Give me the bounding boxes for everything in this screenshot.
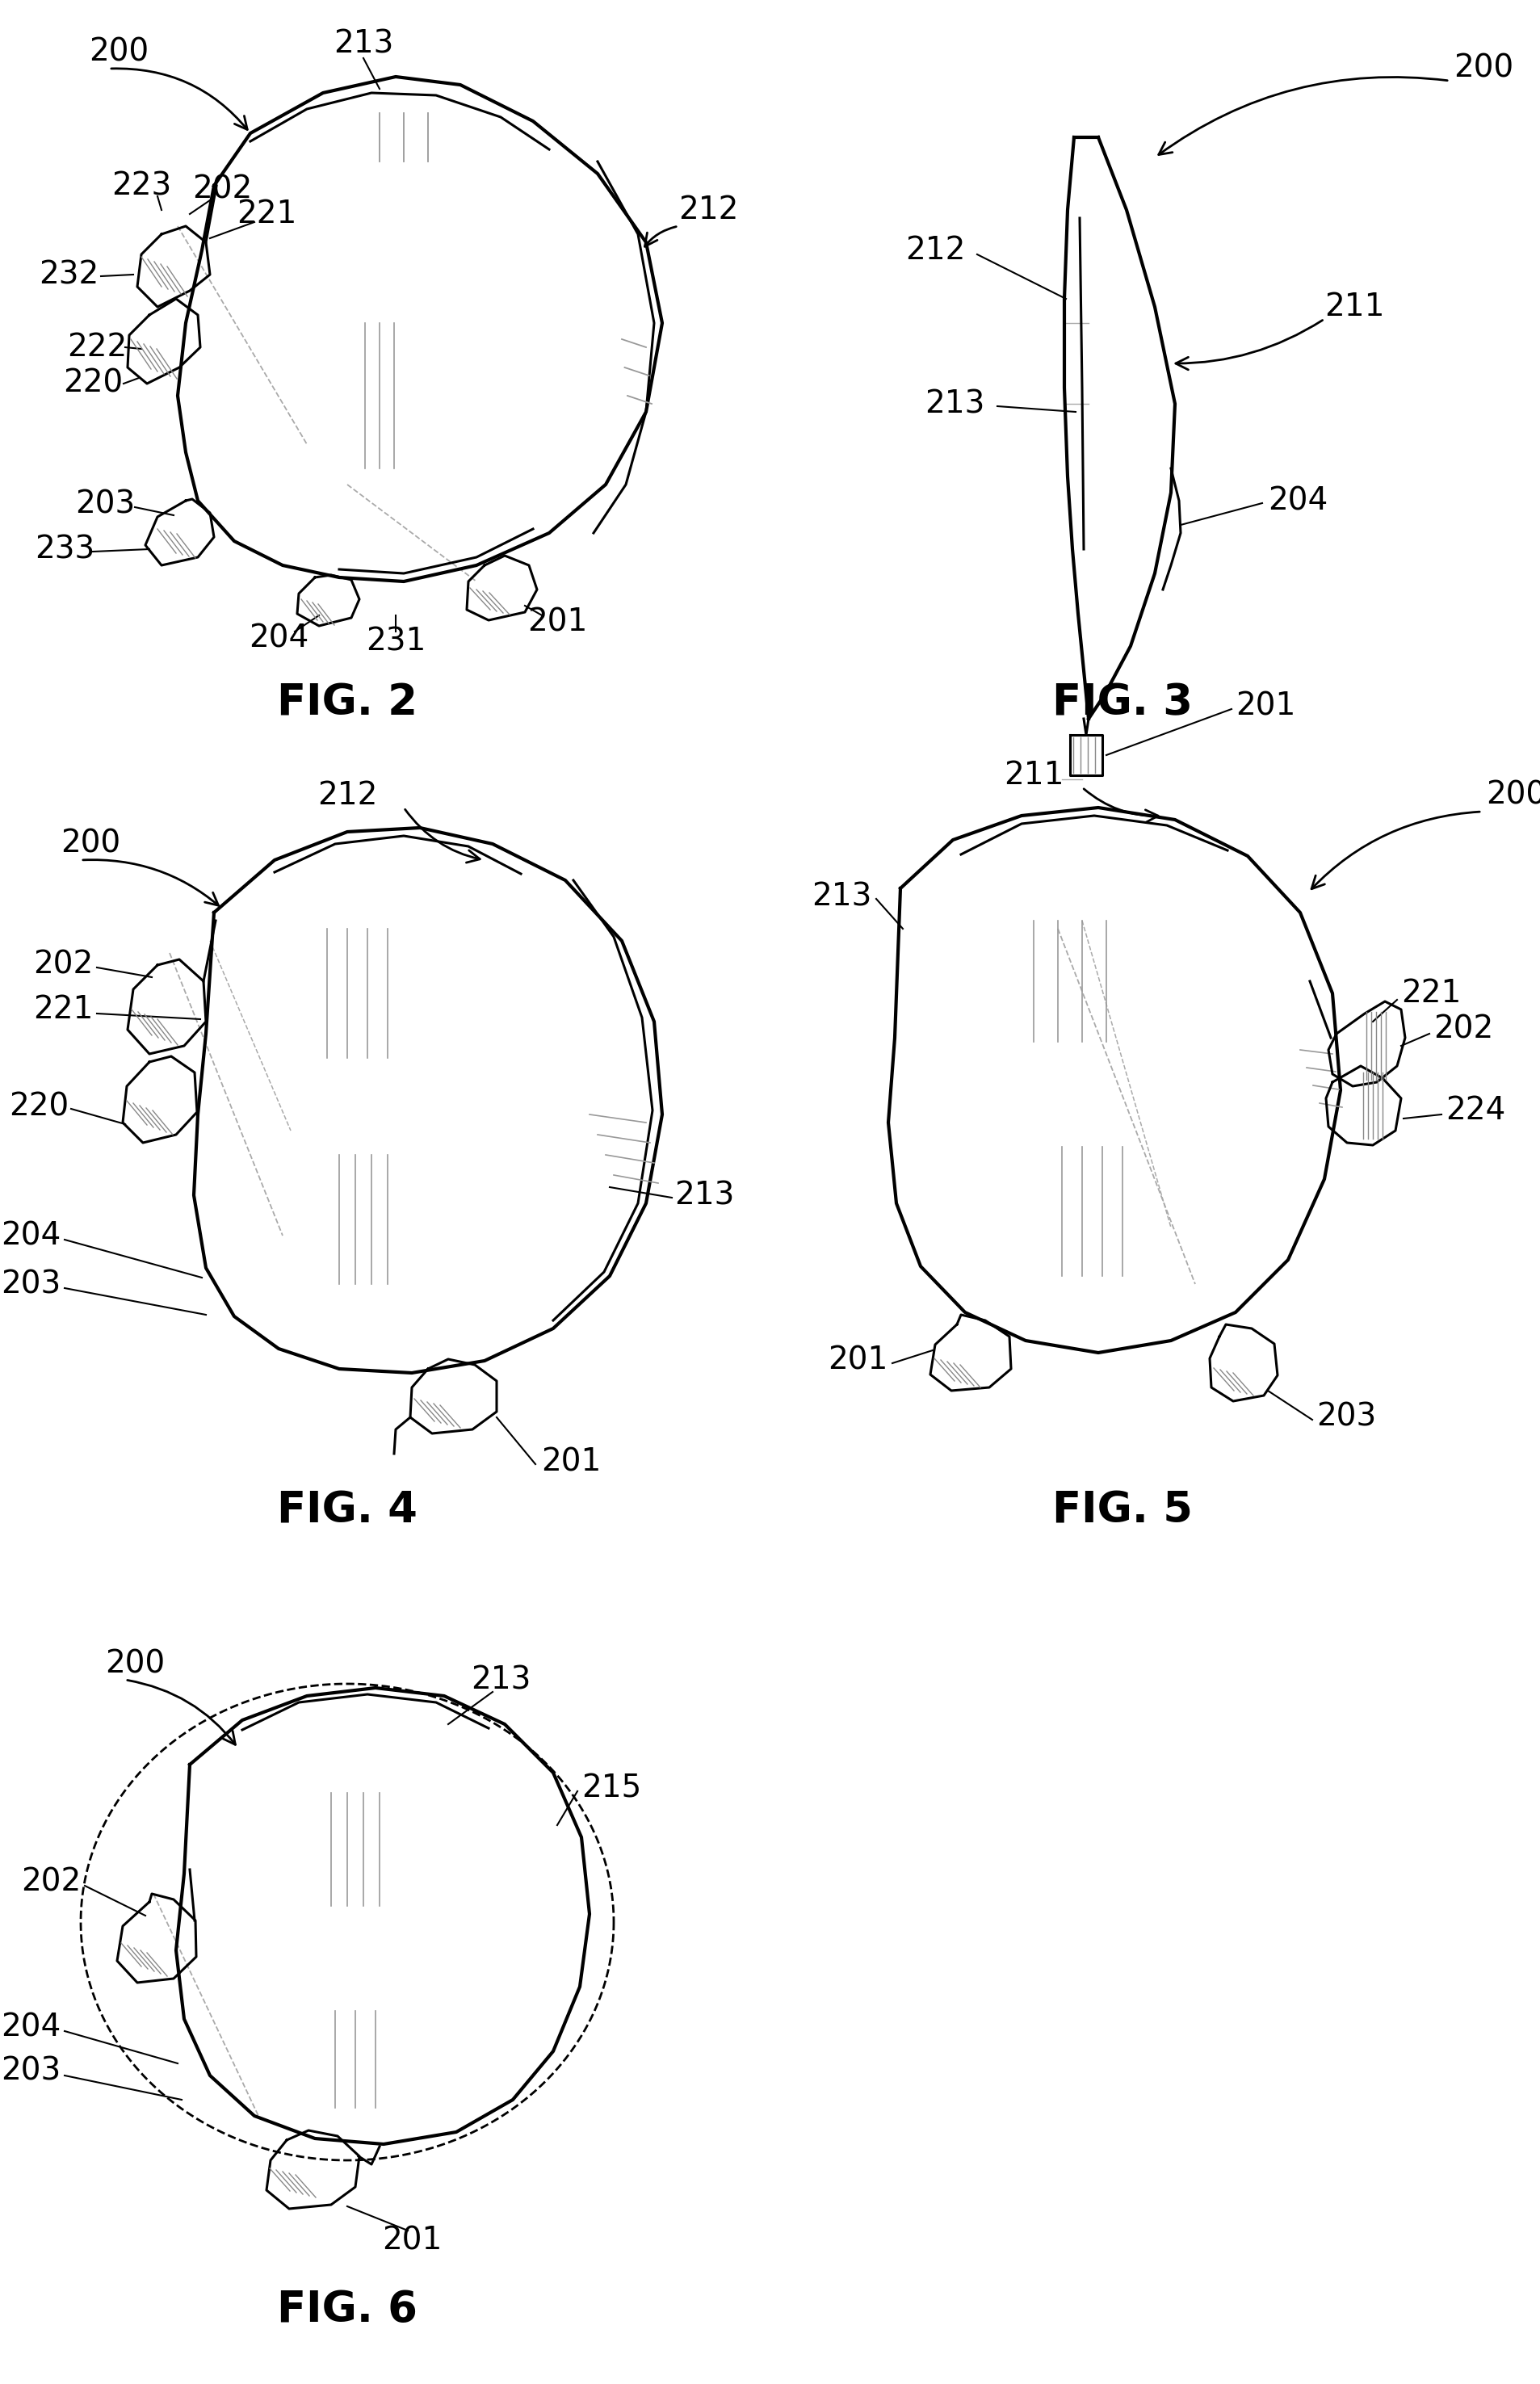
Text: 203: 203	[0, 1268, 60, 1299]
Text: 233: 233	[34, 534, 94, 565]
Text: FIG. 6: FIG. 6	[277, 2289, 417, 2332]
Text: 220: 220	[9, 1092, 69, 1123]
Text: 202: 202	[1434, 1013, 1494, 1044]
Text: 213: 213	[471, 1664, 531, 1695]
Text: 200: 200	[60, 830, 120, 858]
Text: 231: 231	[365, 627, 425, 658]
Text: 203: 203	[1317, 1402, 1377, 1433]
Text: 213: 213	[333, 29, 393, 60]
Text: FIG. 2: FIG. 2	[277, 682, 417, 725]
Text: 220: 220	[63, 367, 123, 398]
Text: 201: 201	[527, 606, 587, 637]
Text: 201: 201	[382, 2227, 442, 2255]
Text: FIG. 3: FIG. 3	[1052, 682, 1194, 725]
Text: 202: 202	[22, 1867, 80, 1898]
Text: 204: 204	[248, 622, 308, 653]
Text: 204: 204	[0, 2012, 60, 2043]
Text: 200: 200	[1454, 52, 1514, 83]
Text: 211: 211	[1004, 760, 1064, 791]
Text: 202: 202	[32, 949, 92, 980]
Text: 215: 215	[582, 1774, 641, 1805]
Text: 221: 221	[32, 994, 92, 1025]
Text: 201: 201	[541, 1447, 601, 1478]
Text: 211: 211	[1324, 291, 1384, 322]
Text: 200: 200	[89, 38, 149, 67]
Text: 201: 201	[829, 1345, 889, 1376]
Text: 212: 212	[317, 780, 377, 811]
Text: 222: 222	[66, 331, 126, 362]
Text: 213: 213	[926, 389, 986, 420]
Text: FIG. 4: FIG. 4	[277, 1490, 417, 1531]
Text: 203: 203	[0, 2055, 60, 2086]
Text: 212: 212	[906, 236, 966, 265]
Text: FIG. 5: FIG. 5	[1052, 1490, 1192, 1531]
Text: 204: 204	[1267, 486, 1327, 515]
Text: 213: 213	[812, 882, 872, 911]
Text: 202: 202	[192, 174, 253, 205]
Text: 204: 204	[0, 1221, 60, 1252]
Text: 224: 224	[1446, 1094, 1506, 1125]
Text: 213: 213	[675, 1180, 735, 1211]
Text: 200: 200	[105, 1647, 165, 1678]
Text: 232: 232	[39, 260, 99, 291]
Text: 223: 223	[111, 169, 171, 200]
Text: 221: 221	[1401, 977, 1461, 1008]
Text: 201: 201	[1235, 691, 1295, 722]
Text: 203: 203	[75, 489, 136, 520]
Text: 221: 221	[237, 198, 297, 229]
Text: 200: 200	[1486, 780, 1540, 811]
Text: 212: 212	[678, 195, 738, 226]
